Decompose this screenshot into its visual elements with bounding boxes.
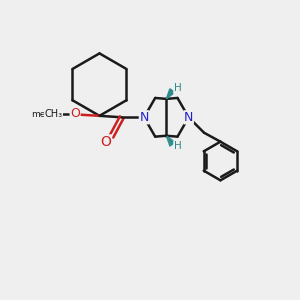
Text: O: O	[70, 107, 80, 120]
Text: H: H	[174, 83, 182, 94]
Text: H: H	[174, 141, 182, 151]
Text: O: O	[100, 135, 111, 149]
Text: N: N	[184, 111, 193, 124]
Text: methyl: methyl	[31, 110, 62, 119]
Text: N: N	[140, 111, 149, 124]
Text: CH₃: CH₃	[44, 109, 62, 119]
Polygon shape	[166, 89, 175, 99]
